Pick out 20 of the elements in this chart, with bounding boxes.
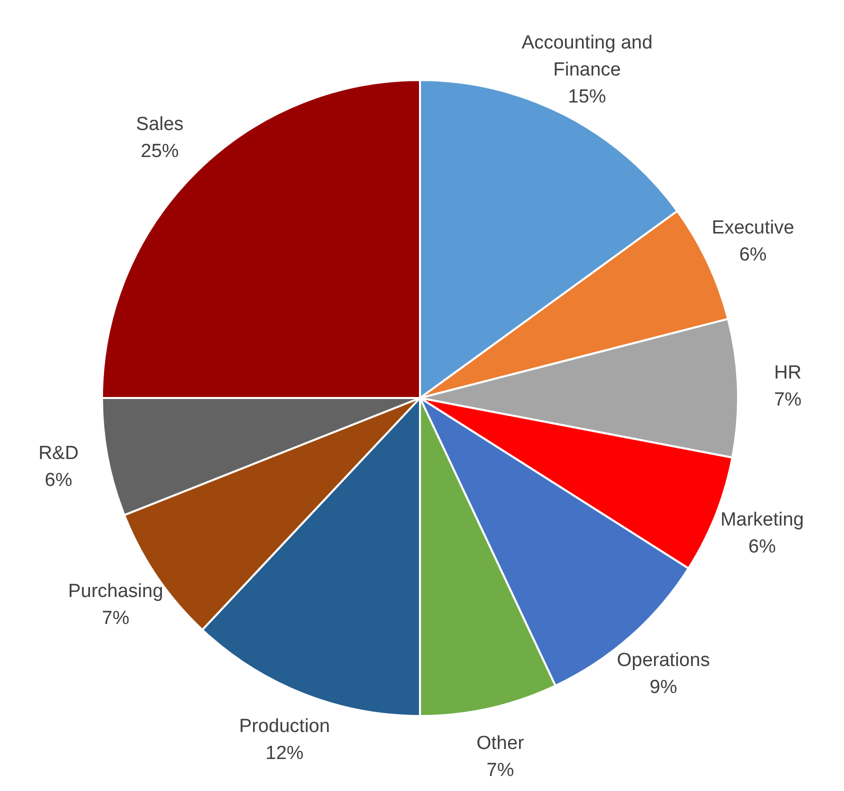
slice-label: Sales [136,114,184,135]
slice-label: R&D [38,442,79,464]
data-label: 7% [102,608,130,629]
data-label: 15% [568,86,606,108]
slice-label: HR [774,362,802,384]
slice-label: Other [476,733,525,754]
data-label: 25% [140,140,179,162]
data-label: 9% [650,677,678,698]
data-label: 6% [44,470,72,491]
slice-label: Accounting and Finance [522,32,653,81]
slice-label: Executive [712,217,794,238]
data-label: 6% [739,244,767,266]
slice-label: Purchasing [68,580,164,602]
slice-label: Production [239,716,330,738]
data-label: 12% [266,743,304,764]
data-label: 6% [748,536,776,558]
data-label: 7% [486,760,514,782]
data-label: 7% [774,389,802,410]
slice-label: Operations [616,650,710,672]
slice-label: Marketing [720,509,804,530]
